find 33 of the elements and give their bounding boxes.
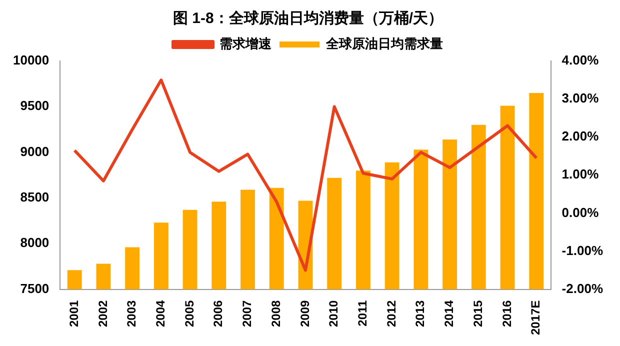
x-tick-label: 2004	[153, 300, 168, 328]
x-tick-label: 2013	[413, 300, 428, 328]
x-tick-label: 2009	[298, 300, 312, 328]
y-tick-label: 7500	[20, 280, 50, 296]
y-tick-label: 8500	[20, 190, 50, 205]
x-tick-label: 2003	[124, 300, 139, 328]
legend-label: 需求增速	[220, 36, 272, 52]
y2-tick-label: -2.00%	[562, 280, 604, 296]
x-tick-label: 2012	[384, 300, 398, 328]
x-tick-label: 2011	[356, 300, 370, 326]
y2-tick-label: -1.00%	[562, 242, 604, 258]
y2-tick-label: 4.00%	[562, 52, 600, 68]
x-tick-label: 2014	[442, 300, 456, 328]
y2-tick-label: 2.00%	[562, 128, 600, 144]
x-tick-label: 2006	[211, 300, 226, 328]
y2-tick-label: 3.00%	[562, 90, 600, 106]
y2-tick-label: 0.00%	[562, 204, 600, 220]
y-tick-label: 8000	[20, 235, 50, 250]
x-tick-label: 2005	[182, 300, 196, 328]
x-tick-label: 2008	[268, 300, 283, 328]
x-tick-label: 2017E	[528, 300, 543, 336]
x-tick-label: 2010	[326, 300, 341, 328]
y-tick-label: 9000	[20, 144, 50, 159]
x-tick-label: 2015	[470, 300, 485, 328]
legend-label: 全球原油日均需求量	[325, 36, 443, 52]
y-tick-label: 10000	[12, 52, 50, 68]
y-tick-label: 9500	[20, 98, 50, 114]
x-tick-label: 2001	[66, 300, 81, 328]
x-tick-label: 2016	[500, 300, 514, 328]
x-tick-label: 2007	[240, 300, 254, 328]
x-tick-label: 2002	[96, 300, 110, 328]
chart-title: 图 1-8：全球原油日均消费量（万桶/天）	[172, 10, 444, 28]
y2-tick-label: 1.00%	[562, 166, 600, 182]
